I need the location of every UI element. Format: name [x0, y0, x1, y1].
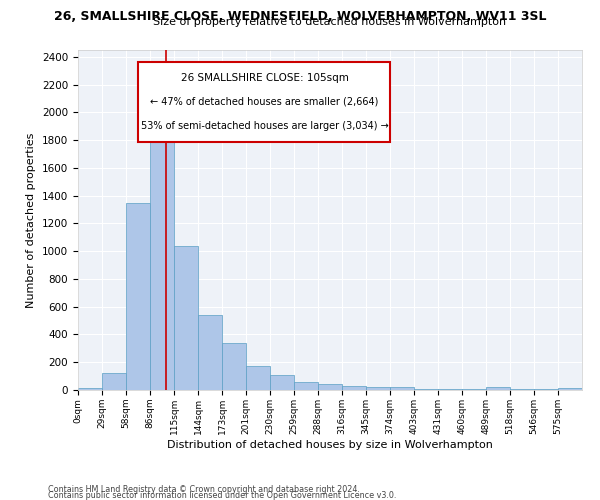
X-axis label: Distribution of detached houses by size in Wolverhampton: Distribution of detached houses by size … [167, 440, 493, 450]
Bar [246, 366, 270, 390]
Text: Contains public sector information licensed under the Open Government Licence v3: Contains public sector information licen… [48, 490, 397, 500]
Bar [366, 386, 390, 390]
Bar [126, 202, 150, 390]
Bar [198, 315, 222, 390]
Bar [414, 388, 438, 390]
Bar [102, 374, 126, 390]
Bar [78, 388, 102, 390]
Bar [294, 382, 318, 390]
FancyBboxPatch shape [139, 62, 391, 142]
Bar [270, 374, 294, 390]
Text: 53% of semi-detached houses are larger (3,034) →: 53% of semi-detached houses are larger (… [140, 121, 388, 131]
Bar [342, 386, 366, 390]
Title: Size of property relative to detached houses in Wolverhampton: Size of property relative to detached ho… [154, 17, 506, 27]
Bar [174, 246, 198, 390]
Bar [150, 128, 174, 390]
Bar [390, 387, 414, 390]
Y-axis label: Number of detached properties: Number of detached properties [26, 132, 37, 308]
Text: ← 47% of detached houses are smaller (2,664): ← 47% of detached houses are smaller (2,… [150, 97, 379, 107]
Bar [486, 387, 510, 390]
Text: 26, SMALLSHIRE CLOSE, WEDNESFIELD, WOLVERHAMPTON, WV11 3SL: 26, SMALLSHIRE CLOSE, WEDNESFIELD, WOLVE… [54, 10, 546, 23]
Text: 26 SMALLSHIRE CLOSE: 105sqm: 26 SMALLSHIRE CLOSE: 105sqm [181, 73, 349, 83]
Text: Contains HM Land Registry data © Crown copyright and database right 2024.: Contains HM Land Registry data © Crown c… [48, 484, 360, 494]
Bar [558, 388, 582, 390]
Bar [222, 343, 246, 390]
Bar [318, 384, 342, 390]
